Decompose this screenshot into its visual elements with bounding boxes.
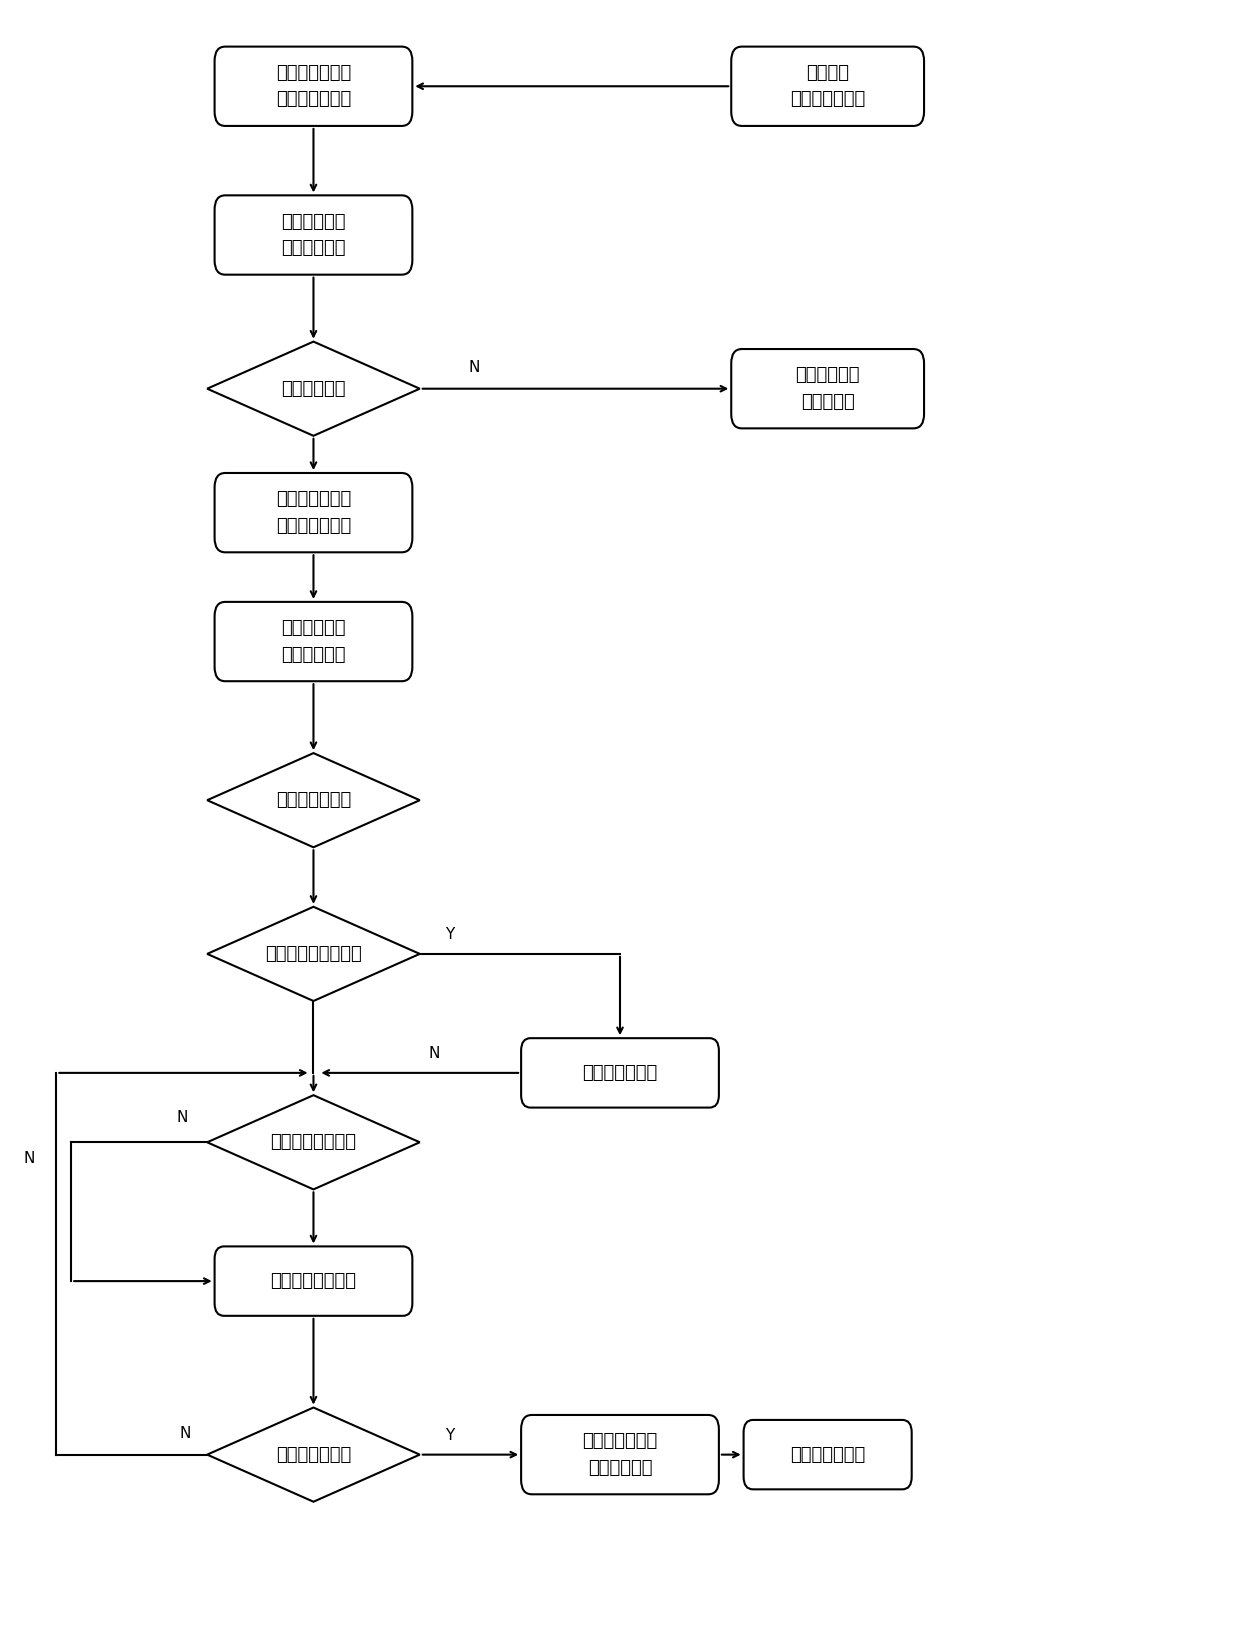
Polygon shape: [207, 341, 420, 436]
FancyBboxPatch shape: [521, 1415, 719, 1494]
Text: N: N: [180, 1426, 191, 1441]
FancyBboxPatch shape: [215, 601, 413, 682]
Text: 干扰是否存在: 干扰是否存在: [281, 380, 346, 397]
Text: 识别干扰类型
测量有关参数: 识别干扰类型 测量有关参数: [281, 619, 346, 664]
FancyBboxPatch shape: [215, 473, 413, 552]
Polygon shape: [207, 907, 420, 1001]
Polygon shape: [207, 753, 420, 847]
Text: N: N: [24, 1151, 35, 1166]
Text: 是否需要到现场测试: 是否需要到现场测试: [265, 945, 362, 963]
Text: N: N: [429, 1046, 440, 1061]
FancyBboxPatch shape: [732, 349, 924, 428]
Text: 是否需要测向定位: 是否需要测向定位: [270, 1133, 356, 1151]
Text: 分析干扰情况
完成初期检测: 分析干扰情况 完成初期检测: [281, 212, 346, 257]
FancyBboxPatch shape: [521, 1038, 719, 1107]
Text: N: N: [469, 361, 480, 376]
Text: 通知用户退回
干扰申诉表: 通知用户退回 干扰申诉表: [795, 367, 859, 410]
Text: 确定干扰定位方
案、人员、设备: 确定干扰定位方 案、人员、设备: [275, 491, 351, 535]
Text: 整理出测试报告
提出处理意见: 整理出测试报告 提出处理意见: [583, 1433, 657, 1477]
Text: N: N: [177, 1110, 188, 1125]
Text: 是否确定干扰源: 是否确定干扰源: [275, 791, 351, 809]
FancyBboxPatch shape: [215, 196, 413, 275]
Text: 开展测向交汇定位: 开展测向交汇定位: [270, 1271, 356, 1290]
Text: 是否确定干扰源: 是否确定干扰源: [275, 1446, 351, 1464]
Text: 到现场开展测试: 到现场开展测试: [583, 1064, 657, 1082]
FancyBboxPatch shape: [215, 46, 413, 125]
FancyBboxPatch shape: [215, 1247, 413, 1316]
FancyBboxPatch shape: [732, 46, 924, 125]
Polygon shape: [207, 1095, 420, 1189]
Text: Y: Y: [445, 927, 454, 942]
Text: 用户书面
或电话干扰申诉: 用户书面 或电话干扰申诉: [790, 64, 866, 109]
Polygon shape: [207, 1408, 420, 1502]
Text: Y: Y: [445, 1428, 454, 1443]
Text: 将结果整理归档: 将结果整理归档: [790, 1446, 866, 1464]
Text: 受理投诉并填写
干扰申诉受理单: 受理投诉并填写 干扰申诉受理单: [275, 64, 351, 109]
FancyBboxPatch shape: [744, 1420, 911, 1489]
